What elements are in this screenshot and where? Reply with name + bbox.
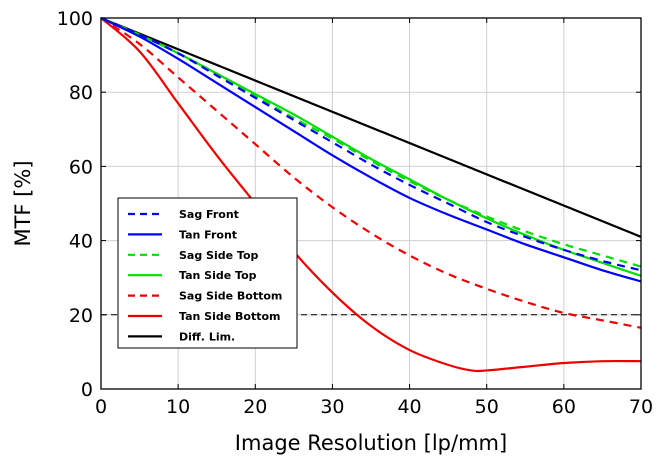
x-axis-title: Image Resolution [lp/mm] <box>235 431 507 455</box>
series-layer <box>100 16 642 373</box>
legend: Sag Front Tan Front Sag Side Top Tan Side T… <box>117 197 298 349</box>
y-tick-label: 80 <box>69 82 93 104</box>
x-tick-label: 40 <box>397 396 421 418</box>
legend-label: Sag Side Top <box>179 249 259 262</box>
legend-label: Diff. Lim. <box>179 330 235 343</box>
series-line-sag-side-bottom <box>100 17 642 329</box>
series-line-sag-side-top <box>100 16 642 268</box>
x-tick-label: 10 <box>166 396 190 418</box>
y-tick-label: 60 <box>69 156 93 178</box>
x-tick-label: 30 <box>320 396 344 418</box>
legend-label: Sag Front <box>179 208 239 221</box>
y-tick-label: 0 <box>81 379 93 401</box>
series-line-sag-front <box>100 16 642 272</box>
plot-frame <box>100 17 642 390</box>
series-line-tan-front <box>100 17 642 283</box>
series-line-tan-side-bottom <box>100 17 642 373</box>
y-axis-title: MTF [%] <box>11 160 35 246</box>
x-tick-label: 60 <box>552 396 576 418</box>
legend-box <box>117 197 298 349</box>
x-tick-labels: 0 10 20 30 40 50 60 70 <box>95 396 653 418</box>
y-tick-label: 40 <box>69 231 93 253</box>
tick-marks <box>100 17 642 390</box>
x-tick-label: 50 <box>475 396 499 418</box>
series-line-diff-lim <box>100 16 642 238</box>
x-tick-label: 20 <box>243 396 267 418</box>
y-tick-labels: 0 20 40 60 80 100 <box>57 8 93 401</box>
legend-label: Tan Side Top <box>179 269 257 282</box>
legend-label: Sag Side Bottom <box>179 290 282 303</box>
y-tick-label: 100 <box>57 8 93 30</box>
legend-label: Tan Side Bottom <box>179 310 281 323</box>
x-tick-label: 0 <box>95 396 107 418</box>
x-tick-label: 70 <box>629 396 653 418</box>
legend-label: Tan Front <box>179 228 237 241</box>
y-tick-label: 20 <box>69 305 93 327</box>
